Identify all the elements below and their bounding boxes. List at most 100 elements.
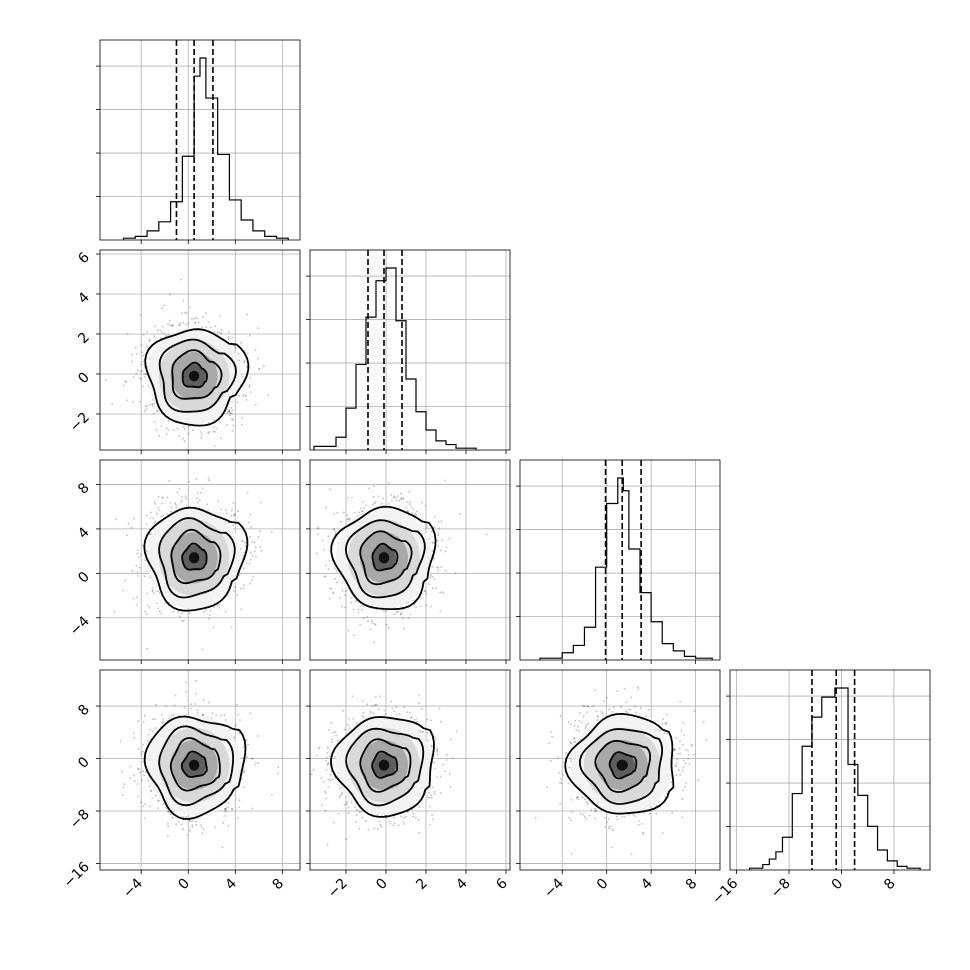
sample-point <box>177 610 180 613</box>
sample-point <box>188 819 191 822</box>
sample-point <box>373 704 376 706</box>
sample-point <box>360 609 363 611</box>
sample-point <box>219 315 222 317</box>
sample-point <box>570 742 573 745</box>
sample-point <box>705 739 708 741</box>
sample-point <box>697 779 700 782</box>
sample-point <box>174 694 177 697</box>
axes-frame <box>519 669 721 871</box>
sample-point <box>228 330 231 333</box>
sample-point <box>587 722 590 725</box>
sample-point <box>402 820 405 823</box>
sample-point <box>586 801 588 804</box>
sample-point <box>238 394 241 397</box>
sample-point <box>454 572 457 575</box>
density-shade <box>188 370 200 382</box>
sample-point <box>236 401 239 404</box>
sample-point <box>595 810 598 813</box>
x-tick-label: −4 <box>120 875 146 901</box>
sample-point <box>594 817 596 820</box>
sample-point <box>414 512 417 515</box>
sample-point <box>665 721 668 724</box>
sample-point <box>199 499 201 502</box>
sample-point <box>255 761 257 764</box>
sample-point <box>575 729 578 731</box>
sample-point <box>641 823 643 825</box>
sample-point <box>382 497 384 500</box>
sample-point <box>604 826 607 828</box>
sample-point <box>149 790 152 793</box>
sample-point <box>250 526 253 529</box>
sample-point <box>346 514 349 516</box>
sample-point <box>337 812 340 815</box>
sample-point <box>425 604 428 607</box>
sample-point <box>348 518 351 521</box>
sample-point <box>559 782 561 784</box>
pair-content <box>316 479 488 644</box>
sample-point <box>208 617 211 620</box>
sample-point <box>175 506 178 509</box>
sample-point <box>326 843 329 846</box>
sample-point <box>548 742 551 744</box>
sample-point <box>144 610 147 613</box>
sample-point <box>249 558 252 561</box>
sample-point <box>626 711 629 714</box>
sample-point <box>137 575 140 577</box>
sample-point <box>390 494 392 496</box>
sample-point <box>570 757 572 760</box>
sample-point <box>241 375 244 378</box>
sample-point <box>430 745 433 748</box>
sample-point <box>346 518 349 521</box>
sample-point <box>253 550 256 552</box>
sample-point <box>603 700 605 703</box>
sample-point <box>433 792 436 795</box>
sample-point <box>671 811 673 814</box>
sample-point <box>224 807 227 810</box>
sample-point <box>412 815 414 818</box>
sample-point <box>259 530 261 533</box>
sample-point <box>666 732 669 735</box>
sample-point <box>611 828 613 831</box>
sample-point <box>674 748 677 750</box>
y-tick-label: −4 <box>67 613 93 639</box>
sample-point <box>202 713 205 716</box>
sample-point <box>160 612 162 615</box>
sample-point <box>259 501 262 504</box>
sample-point <box>130 353 133 356</box>
sample-point <box>187 322 190 325</box>
sample-point <box>449 786 452 789</box>
sample-point <box>360 507 362 510</box>
axes-frame <box>729 669 931 871</box>
sample-point <box>322 781 325 783</box>
sample-point <box>136 552 139 555</box>
sample-point <box>605 821 608 824</box>
x-tick-label: 0 <box>594 876 612 894</box>
sample-point <box>126 534 128 537</box>
sample-point <box>325 759 327 762</box>
sample-point <box>594 809 597 812</box>
sample-point <box>133 780 136 783</box>
sample-point <box>330 587 333 590</box>
sample-point <box>637 686 639 689</box>
sample-point <box>577 725 579 728</box>
sample-point <box>415 514 418 517</box>
sample-point <box>432 542 435 544</box>
sample-point <box>148 339 151 342</box>
sample-point <box>249 552 252 554</box>
sample-point <box>560 778 562 780</box>
sample-point <box>194 693 197 695</box>
sample-point <box>151 590 154 593</box>
sample-point <box>433 790 436 793</box>
sample-point <box>197 321 200 324</box>
sample-point <box>316 533 319 535</box>
sample-point <box>122 384 125 387</box>
sample-point <box>140 753 143 755</box>
sample-point <box>144 405 147 407</box>
sample-point <box>316 552 318 555</box>
sample-point <box>237 713 240 716</box>
sample-point <box>242 584 245 587</box>
sample-point <box>154 794 157 797</box>
sample-point <box>690 745 693 748</box>
sample-point <box>655 812 658 815</box>
sample-point <box>702 721 705 723</box>
